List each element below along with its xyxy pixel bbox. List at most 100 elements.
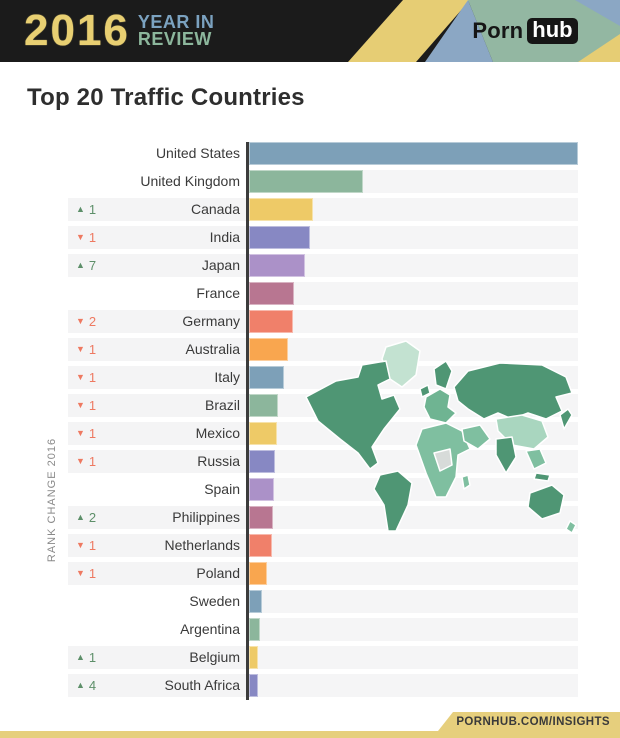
rank-change-amount: 1 — [88, 398, 97, 413]
country-label: Canada — [190, 201, 240, 217]
bar-track — [249, 534, 578, 557]
pornhub-logo-porn: Porn — [472, 18, 524, 43]
chart-row: ▲ 7 Japan — [0, 254, 620, 277]
country-label: India — [209, 229, 240, 245]
chart-row: Spain — [0, 478, 620, 501]
bar-track — [249, 170, 578, 193]
traffic-bar — [249, 394, 278, 417]
bar-track — [249, 338, 578, 361]
country-label: Australia — [185, 341, 240, 357]
bar-track — [249, 590, 578, 613]
rank-change-amount: 2 — [88, 314, 97, 329]
row-label-cell: Spain — [68, 478, 246, 501]
country-label: Italy — [214, 369, 240, 385]
country-label: Philippines — [172, 509, 240, 525]
down-triangle-icon: ▼ — [76, 540, 85, 550]
bar-track — [249, 450, 578, 473]
country-label: France — [196, 285, 240, 301]
down-triangle-icon: ▼ — [76, 232, 85, 242]
rank-change-amount: 2 — [88, 510, 97, 525]
country-label: South Africa — [164, 677, 241, 693]
rank-up-indicator: ▲ 4 — [76, 674, 96, 697]
row-label-cell: ▼ 1 Mexico — [68, 422, 246, 445]
traffic-bar — [249, 478, 274, 501]
chart-row: ▼ 1 Italy — [0, 366, 620, 389]
down-triangle-icon: ▼ — [76, 568, 85, 578]
traffic-bar — [249, 170, 363, 193]
country-label: Netherlands — [164, 537, 241, 553]
rank-down-indicator: ▼ 1 — [76, 534, 96, 557]
country-label: United States — [155, 145, 240, 161]
bar-track — [249, 478, 578, 501]
traffic-bar — [249, 142, 578, 165]
row-label-cell: ▼ 1 Poland — [68, 562, 246, 585]
traffic-bar — [249, 366, 284, 389]
down-triangle-icon: ▼ — [76, 456, 85, 466]
rank-change-amount: 1 — [88, 342, 97, 357]
header-diagonal-decoration: Porn hub — [320, 0, 620, 62]
row-label-cell: Sweden — [68, 590, 246, 613]
chart-row: United Kingdom — [0, 170, 620, 193]
chart-rows: United States United Kingdom ▲ 1 Canada ▼ 1 Ind… — [0, 142, 620, 697]
bar-track — [249, 674, 578, 697]
rank-change-amount: 1 — [88, 202, 97, 217]
traffic-bar — [249, 506, 274, 529]
rank-change-amount: 7 — [88, 258, 97, 273]
rank-change-amount: 1 — [88, 426, 97, 441]
country-label: Japan — [201, 257, 240, 273]
row-label-cell: ▲ 7 Japan — [68, 254, 246, 277]
rank-down-indicator: ▼ 1 — [76, 394, 96, 417]
traffic-bar — [249, 226, 310, 249]
country-label: Poland — [196, 565, 240, 581]
traffic-bar — [249, 282, 294, 305]
row-label-cell: ▲ 1 Belgium — [68, 646, 246, 669]
down-triangle-icon: ▼ — [76, 400, 85, 410]
row-label-cell: France — [68, 282, 246, 305]
chart-row: ▼ 1 Netherlands — [0, 534, 620, 557]
chart-axis-line — [246, 142, 249, 700]
rank-down-indicator: ▼ 1 — [76, 338, 96, 361]
chart-row: ▼ 1 Australia — [0, 338, 620, 361]
row-label-cell: United States — [68, 142, 246, 165]
rank-change-amount: 1 — [88, 566, 97, 581]
row-label-cell: ▲ 1 Canada — [68, 198, 246, 221]
row-label-cell: ▼ 1 Russia — [68, 450, 246, 473]
traffic-bar — [249, 562, 268, 585]
down-triangle-icon: ▼ — [76, 316, 85, 326]
pornhub-logo-hub: hub — [527, 17, 578, 45]
bar-track — [249, 394, 578, 417]
chart-row: ▼ 1 India — [0, 226, 620, 249]
rank-down-indicator: ▼ 2 — [76, 310, 96, 333]
bar-track — [249, 198, 578, 221]
row-label-cell: ▼ 1 Italy — [68, 366, 246, 389]
chart-row: ▼ 2 Germany — [0, 310, 620, 333]
rank-up-indicator: ▲ 7 — [76, 254, 96, 277]
country-label: Mexico — [195, 425, 240, 441]
chart-row: Argentina — [0, 618, 620, 641]
chart-row: ▲ 4 South Africa — [0, 674, 620, 697]
bar-track — [249, 562, 578, 585]
country-label: Germany — [182, 313, 240, 329]
traffic-bar — [249, 198, 313, 221]
traffic-bar — [249, 534, 273, 557]
country-label: United Kingdom — [140, 173, 240, 189]
traffic-bar — [249, 590, 262, 613]
chart-row: Sweden — [0, 590, 620, 613]
down-triangle-icon: ▼ — [76, 344, 85, 354]
rank-down-indicator: ▼ 1 — [76, 562, 96, 585]
country-label: Sweden — [189, 593, 240, 609]
bar-track — [249, 282, 578, 305]
row-label-cell: ▼ 2 Germany — [68, 310, 246, 333]
row-label-cell: ▲ 4 South Africa — [68, 674, 246, 697]
row-label-cell: ▼ 1 Netherlands — [68, 534, 246, 557]
traffic-bar — [249, 310, 293, 333]
footer-strip — [0, 731, 620, 738]
chart-row: ▼ 1 Russia — [0, 450, 620, 473]
row-label-cell: ▼ 1 Australia — [68, 338, 246, 361]
chart-row: ▲ 1 Canada — [0, 198, 620, 221]
traffic-bar — [249, 338, 288, 361]
rank-change-amount: 4 — [88, 678, 97, 693]
bar-track — [249, 226, 578, 249]
chart-row: ▼ 1 Brazil — [0, 394, 620, 417]
traffic-bar — [249, 618, 260, 641]
